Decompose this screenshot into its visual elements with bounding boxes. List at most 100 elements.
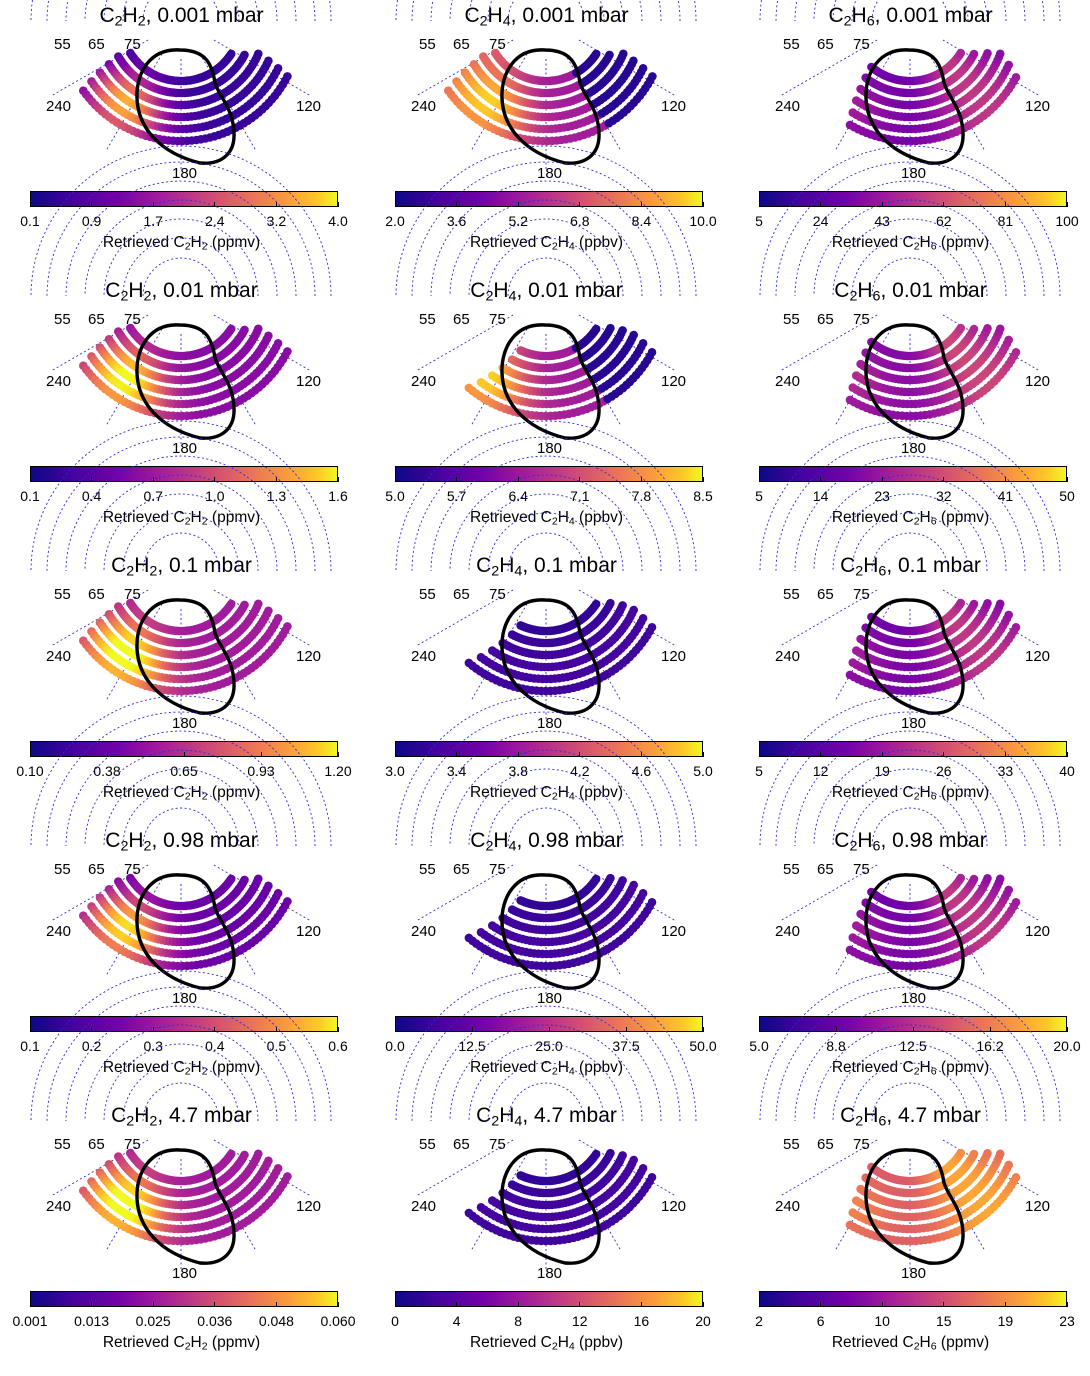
data-point (970, 50, 979, 59)
retrieval-points (846, 1149, 1021, 1246)
colorbar-tick-label: 3.8 (488, 763, 548, 779)
data-point (648, 1173, 657, 1182)
data-point (983, 599, 992, 608)
colorbar-tick-mark (1005, 752, 1006, 757)
longitude-label-120: 120 (661, 374, 686, 390)
colorbar-label: Retrieved C2H4 (ppbv) (365, 1059, 728, 1078)
colorbar-tick-label: 1.6 (308, 488, 368, 504)
longitude-label-120: 120 (296, 1199, 321, 1215)
colorbar-tick-mark (276, 202, 277, 207)
latitude-label-75: 75 (124, 312, 141, 328)
colorbar-tick-label: 20 (673, 1313, 733, 1329)
colorbar-tick-mark (626, 1027, 627, 1032)
latitude-label-75: 75 (489, 1137, 506, 1153)
retrieval-points (465, 599, 657, 695)
colorbar-tick-mark (990, 1027, 991, 1032)
colorbar-tick-mark (820, 477, 821, 482)
colorbar-tick-mark (395, 477, 396, 482)
latitude-circle (396, 0, 696, 21)
data-point (970, 600, 979, 609)
latitude-circle (872, 0, 948, 21)
latitude-label-65: 65 (88, 312, 105, 328)
colorbar-tick-mark (820, 202, 821, 207)
longitude-label-180: 180 (901, 716, 926, 732)
data-point (283, 622, 292, 631)
colorbar-tick-mark (91, 1302, 92, 1307)
latitude-circle (450, 0, 642, 21)
colorbar-label: Retrieved C2H4 (ppbv) (365, 784, 728, 803)
polar-map (365, 828, 728, 1008)
retrieval-points (79, 49, 292, 146)
data-point (227, 50, 236, 59)
colorbar-tick-mark (820, 752, 821, 757)
retrieval-points (846, 324, 1021, 421)
colorbar-tick-label: 0.9 (62, 213, 122, 229)
colorbar-tick-mark (30, 1027, 31, 1032)
colorbar-tick-mark (338, 752, 339, 757)
latitude-label-75: 75 (489, 37, 506, 53)
data-point (639, 614, 648, 623)
colorbar-tick-mark (549, 1027, 550, 1032)
colorbar-tick-mark (338, 477, 339, 482)
data-point (970, 1150, 979, 1159)
polar-map (365, 278, 728, 458)
colorbar-tick-mark (1005, 202, 1006, 207)
longitude-label-240: 240 (46, 924, 71, 940)
retrieval-points (79, 599, 292, 696)
colorbar (759, 191, 1067, 207)
colorbar-tick-label: 4 (427, 1313, 487, 1329)
colorbar-tick-mark (184, 752, 185, 757)
colorbar-tick-label: 5.7 (427, 488, 487, 504)
colorbar-tick-label: 81 (975, 213, 1035, 229)
colorbar-tick-mark (641, 1302, 642, 1307)
latitude-circle (85, 0, 277, 21)
colorbar-label: Retrieved C2H4 (ppbv) (365, 1334, 728, 1353)
colorbar-tick-mark (276, 1302, 277, 1307)
retrieval-points (79, 874, 292, 971)
latitude-label-75: 75 (853, 312, 870, 328)
longitude-label-120: 120 (661, 99, 686, 115)
colorbar-tick-mark (943, 752, 944, 757)
colorbar-tick-mark (30, 477, 31, 482)
colorbar-tick-label: 5.2 (488, 213, 548, 229)
data-point (983, 324, 992, 333)
data-point (648, 348, 657, 357)
data-point (648, 623, 657, 632)
colorbar-tick-mark (276, 1027, 277, 1032)
data-point (970, 875, 979, 884)
colorbar (30, 1291, 338, 1307)
colorbar-tick-mark (153, 202, 154, 207)
latitude-label-65: 65 (817, 37, 834, 53)
retrieval-points (465, 324, 657, 420)
colorbar-tick-label: 0.4 (62, 488, 122, 504)
longitude-label-180: 180 (172, 991, 197, 1007)
latitude-label-55: 55 (783, 312, 800, 328)
colorbar-tick-mark (30, 752, 31, 757)
latitude-label-55: 55 (419, 587, 436, 603)
data-point (1004, 1161, 1013, 1170)
polar-map (0, 1103, 363, 1283)
colorbar-tick-label: 3.2 (246, 213, 306, 229)
data-point (1004, 336, 1013, 345)
colorbar-tick-label: 8 (488, 1313, 548, 1329)
longitude-label-180: 180 (537, 716, 562, 732)
colorbar-tick-mark (882, 752, 883, 757)
longitude-label-180: 180 (172, 1266, 197, 1282)
data-point (996, 875, 1005, 884)
colorbar-tick-label: 0.036 (185, 1313, 245, 1329)
latitude-circle (123, 0, 239, 21)
data-point (1012, 898, 1021, 907)
data-point (1004, 611, 1013, 620)
latitude-label-65: 65 (88, 1137, 105, 1153)
colorbar-tick-mark (338, 202, 339, 207)
longitude-label-240: 240 (775, 99, 800, 115)
latitude-label-55: 55 (419, 312, 436, 328)
longitude-label-180: 180 (537, 166, 562, 182)
latitude-circle (469, 0, 623, 21)
data-point (264, 1157, 273, 1166)
colorbar (395, 1291, 703, 1307)
